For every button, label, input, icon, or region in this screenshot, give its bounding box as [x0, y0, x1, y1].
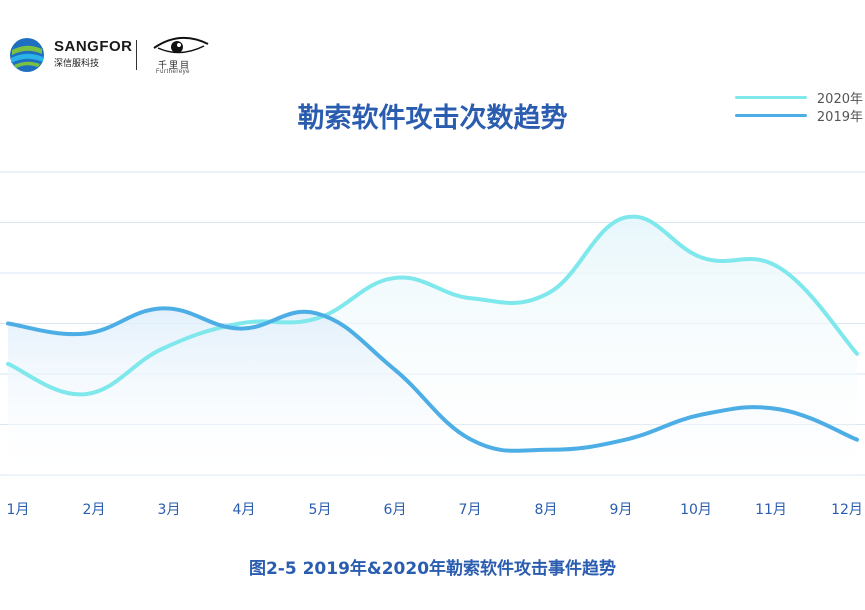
series-line-2020年 [6, 214, 859, 397]
legend-item-2020: 2020年 [734, 88, 863, 107]
eye-logo-text: 千里目 [158, 61, 192, 71]
sangfor-globe-icon [10, 38, 44, 72]
x-tick-label: 2月 [83, 502, 106, 518]
x-tick-label: 10月 [680, 502, 712, 518]
brand-subtitle: 深信服科技 [54, 59, 100, 69]
series-area-2019年 [8, 308, 857, 475]
legend-swatch-2019 [734, 113, 807, 117]
x-tick-label: 12月 [831, 502, 863, 518]
brand-name: SANGFOR [54, 38, 133, 55]
x-tick-label: 7月 [459, 502, 482, 518]
x-tick-label: 11月 [755, 502, 787, 518]
eye-icon [153, 37, 209, 54]
x-tick-label: 6月 [384, 502, 407, 518]
logo-divider [136, 40, 137, 70]
x-tick-label: 1月 [7, 502, 30, 518]
chart-title: 勒索软件攻击次数趋势 [297, 103, 568, 134]
legend-item-2019: 2019年 [734, 106, 863, 125]
eye-logo-subtext: Furthereye [156, 69, 191, 75]
x-tick-label: 4月 [233, 502, 256, 518]
chart-legend: 2020年 2019年 [734, 88, 863, 125]
legend-label-2020: 2020年 [816, 91, 863, 107]
x-tick-label: 8月 [535, 502, 558, 518]
x-tick-label: 9月 [610, 502, 633, 518]
legend-swatch-2020 [734, 95, 807, 99]
legend-label-2019: 2019年 [816, 109, 863, 125]
x-tick-label: 5月 [309, 502, 332, 518]
x-axis-ticks: 1月 2月 3月 4月 5月 6月 7月 8月 9月 10月 11月 12月 [7, 502, 863, 518]
series-areas [8, 216, 857, 475]
series-lines [6, 214, 859, 453]
sangfor-logo: SANGFOR 深信服科技 千里目 Furthereye [8, 36, 209, 76]
figure-caption: 图2-5 2019年&2020年勒索软件攻击事件趋势 [248, 559, 617, 579]
x-tick-label: 3月 [158, 502, 181, 518]
series-line-2019年 [6, 306, 859, 453]
